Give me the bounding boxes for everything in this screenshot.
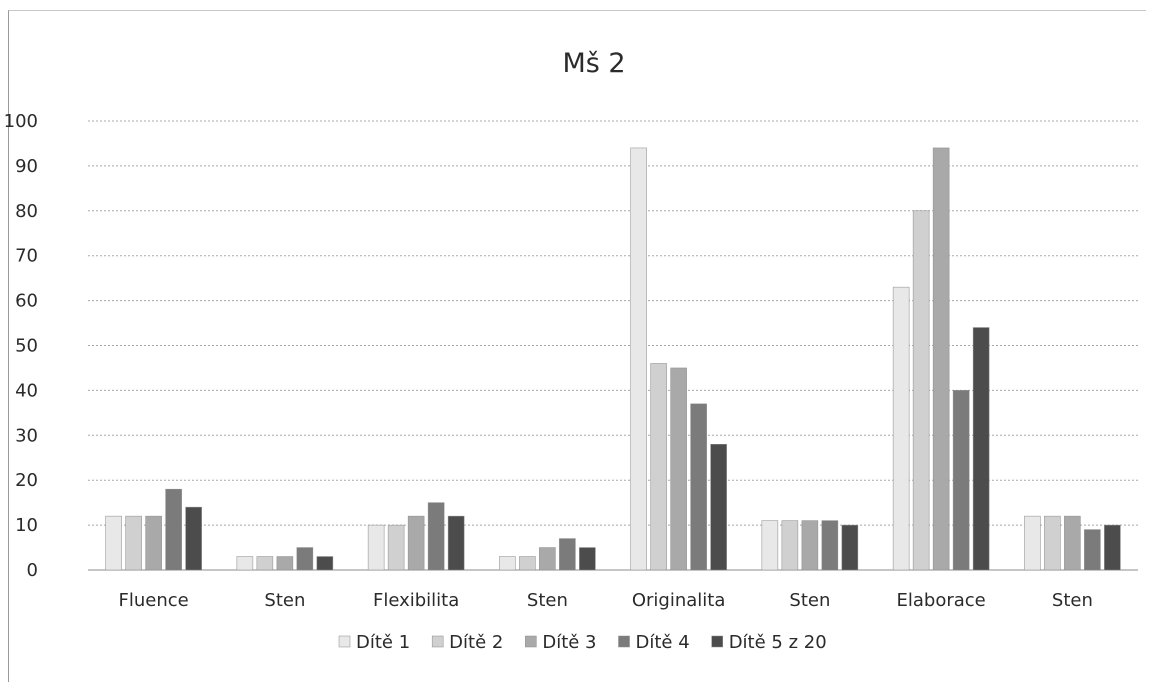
legend-swatch — [525, 635, 537, 648]
bar — [912, 210, 930, 571]
x-tick-label: Sten — [264, 590, 305, 611]
bar — [781, 520, 799, 571]
x-tick-label: Sten — [527, 590, 568, 611]
bar — [316, 556, 334, 571]
bar — [690, 403, 707, 571]
bar — [427, 502, 445, 571]
legend-swatch — [618, 635, 630, 648]
legend-label: Dítě 4 — [636, 632, 690, 653]
bar — [1024, 515, 1041, 571]
y-tick-label: 40 — [15, 380, 38, 401]
bar — [407, 515, 425, 571]
x-tick-label: Flexibilita — [373, 590, 459, 611]
legend-label: Dítě 2 — [449, 632, 503, 653]
bar — [972, 327, 990, 571]
legend-label: Dítě 1 — [356, 632, 410, 653]
bar — [276, 556, 294, 571]
x-tick-label: Sten — [789, 590, 830, 611]
bar — [447, 515, 465, 571]
bar — [236, 556, 254, 571]
x-axis: Fluence Sten Flexibilita Sten Originalita Ste… — [119, 590, 1093, 611]
bar — [841, 524, 859, 571]
legend-item: Dítě 3 — [525, 632, 597, 653]
bar — [650, 363, 667, 571]
chart-frame — [8, 10, 1146, 682]
legend-item: Dítě 2 — [431, 632, 503, 653]
bar — [821, 520, 839, 571]
bar — [499, 556, 516, 571]
bar — [670, 367, 687, 571]
legend-item: Dítě 5 z 20 — [711, 632, 827, 653]
x-tick-label: Fluence — [119, 590, 189, 611]
bar — [932, 147, 950, 571]
x-tick-label: Originalita — [632, 590, 726, 611]
bar — [892, 286, 910, 571]
legend-item: Dítě 4 — [618, 632, 690, 653]
bar — [761, 520, 779, 571]
bar — [559, 538, 576, 571]
bar — [710, 444, 727, 571]
bar — [519, 556, 536, 571]
y-tick-label: 100 — [4, 111, 38, 132]
bar — [145, 515, 162, 571]
y-tick-label: 10 — [15, 515, 38, 536]
bar — [1084, 529, 1101, 571]
bar — [125, 515, 142, 571]
bar — [1064, 515, 1081, 571]
legend-swatch — [338, 635, 351, 648]
bar — [1104, 524, 1121, 571]
legend-label: Dítě 5 z 20 — [729, 632, 827, 653]
bar — [1044, 515, 1061, 571]
bar — [630, 147, 647, 571]
bar — [165, 488, 182, 571]
bar — [185, 506, 202, 571]
bar — [952, 390, 970, 571]
y-tick-label: 20 — [15, 470, 38, 491]
legend-item: Dítě 1 — [338, 632, 410, 653]
bars — [105, 147, 1121, 571]
legend-label: Dítě 3 — [542, 632, 596, 653]
y-tick-label: 50 — [15, 336, 38, 357]
legend-swatch — [431, 635, 444, 648]
legend-swatch — [711, 635, 723, 648]
bar — [367, 524, 385, 571]
y-tick-label: 0 — [27, 560, 38, 581]
x-tick-label: Sten — [1052, 590, 1093, 611]
y-tick-label: 30 — [15, 425, 38, 446]
legend: Dítě 1 Dítě 2 Dítě 3 Dítě 4 Dítě 5 z 20 — [338, 632, 827, 653]
chart-title: Mš 2 — [562, 48, 625, 79]
bar — [801, 520, 819, 571]
gridlines — [88, 120, 1138, 571]
bar — [387, 524, 405, 571]
y-tick-label: 80 — [15, 201, 38, 222]
y-tick-label: 90 — [15, 156, 38, 177]
y-axis: 0 10 20 30 40 50 60 70 80 90 100 — [4, 111, 38, 581]
bar — [579, 547, 596, 571]
bar — [256, 556, 274, 571]
bar — [296, 547, 314, 571]
y-tick-label: 60 — [15, 291, 38, 312]
x-tick-label: Elaborace — [897, 590, 986, 611]
y-tick-label: 70 — [15, 246, 38, 267]
bar — [105, 515, 122, 571]
bar — [539, 547, 556, 571]
